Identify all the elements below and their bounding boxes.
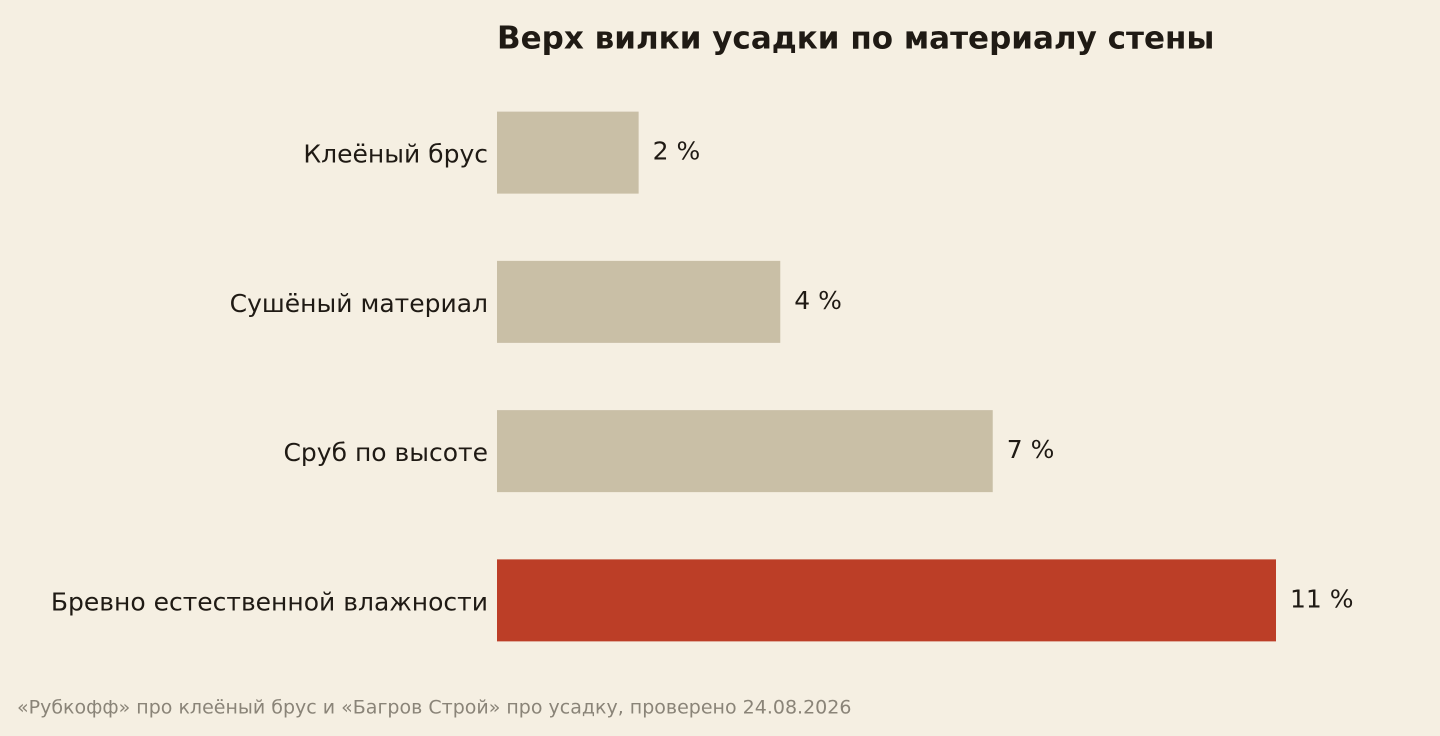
bar <box>497 111 639 194</box>
category-label: Сушёный материал <box>230 289 488 318</box>
bar <box>497 410 993 493</box>
source-note: «Рубкофф» про клеёный брус и «Багров Стр… <box>17 697 851 719</box>
value-label: 4 % <box>794 286 842 315</box>
bar <box>497 260 781 343</box>
value-label: 2 % <box>653 137 701 166</box>
category-label: Клеёный брус <box>303 140 488 169</box>
category-label: Сруб по высоте <box>283 438 488 467</box>
chart-title: Верх вилки усадки по материалу стены <box>497 21 1214 57</box>
bar <box>497 559 1276 642</box>
value-label: 7 % <box>1007 435 1055 464</box>
value-label: 11 % <box>1290 584 1354 613</box>
category-label: Бревно естественной влажности <box>51 587 488 616</box>
